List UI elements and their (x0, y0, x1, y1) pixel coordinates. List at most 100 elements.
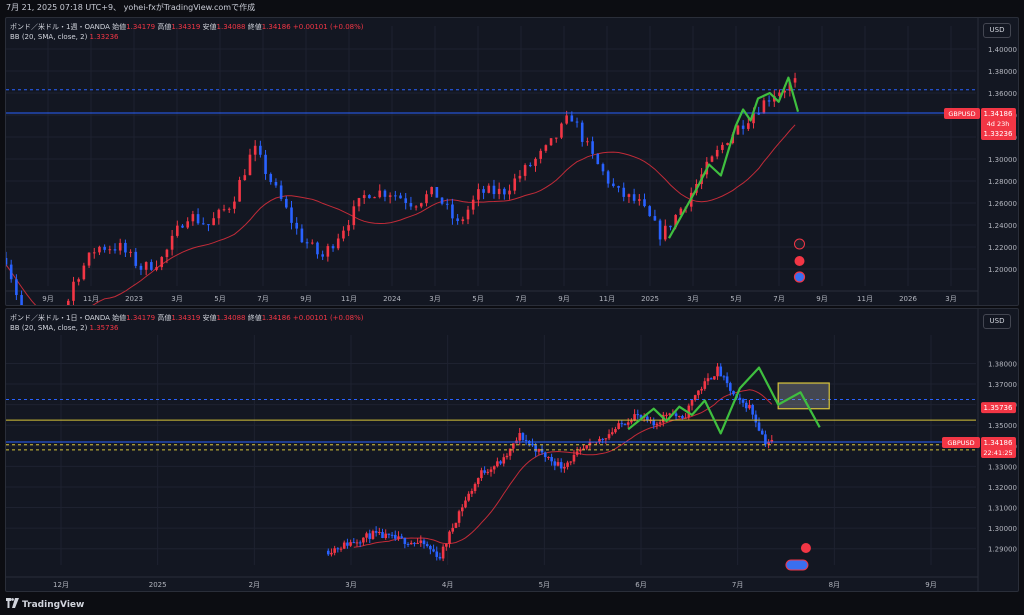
candle-body (419, 540, 423, 543)
candle-body (693, 395, 697, 400)
x-tick-label: 5月 (539, 581, 550, 589)
candle-body (331, 246, 335, 249)
y-tick-label: 1.38000 (988, 360, 1017, 368)
candle-body (565, 115, 568, 124)
candle-body (355, 542, 359, 544)
candle-body (627, 194, 631, 197)
daily-chart-pane[interactable]: 1.380001.370001.360001.350001.340001.330… (5, 308, 1019, 592)
candle-body (66, 300, 70, 305)
candle-body (668, 413, 671, 415)
candle-body (518, 433, 522, 441)
candle-body (144, 262, 148, 270)
x-tick-label: 2025 (641, 295, 659, 303)
x-tick-label: 2024 (383, 295, 401, 303)
candle-body (390, 534, 394, 536)
weekly-chart-canvas[interactable]: 1.400001.380001.360001.340001.320001.300… (6, 18, 1018, 305)
candle-body (684, 417, 687, 419)
weekly-chart-pane[interactable]: 1.400001.380001.360001.340001.320001.300… (5, 17, 1019, 306)
candle-body (582, 448, 585, 450)
x-tick-label: 9月 (558, 295, 569, 303)
candle-body (626, 422, 630, 425)
candle-body (681, 416, 684, 419)
candle-body (760, 430, 764, 435)
candle-body (502, 457, 506, 464)
candle-body (448, 531, 451, 544)
currency-button[interactable]: USD (983, 314, 1011, 329)
candle-body (549, 138, 553, 146)
candle-body (764, 434, 767, 445)
candle-body (649, 420, 652, 422)
candle-body (513, 178, 517, 191)
candle-body (537, 448, 541, 452)
candle-body (285, 198, 288, 208)
candle-body (601, 438, 604, 440)
candle-body (165, 249, 169, 258)
candle-body (778, 92, 781, 96)
candle-body (9, 264, 13, 280)
candle-body (425, 194, 428, 204)
price-tag-bg (981, 436, 1016, 458)
candle-body (663, 225, 667, 240)
candle-body (521, 433, 525, 440)
candle-body (435, 186, 439, 198)
x-tick-label: 9月 (816, 295, 827, 303)
top-header: 7月 21, 2025 07:18 UTC+9、 yohei-fxがTradin… (0, 0, 1024, 16)
candle-body (150, 262, 153, 270)
candle-body (612, 183, 615, 187)
countdown-tag: 4d 23h (987, 120, 1010, 128)
candle-body (378, 531, 381, 533)
x-tick-label: 8月 (829, 581, 840, 589)
candle-body (569, 461, 573, 463)
candle-body (580, 122, 584, 142)
candle-body (470, 491, 474, 494)
symbol-title: ポンド／米ドル・1週・OANDA (10, 23, 110, 31)
candle-body (754, 414, 758, 423)
indicator-legend[interactable]: BB (20, SMA, close, 2) 1.35736 (10, 324, 119, 332)
candle-body (274, 181, 278, 186)
candle-body (409, 542, 413, 545)
candle-body (489, 469, 493, 472)
candle-body (440, 197, 444, 204)
candle-body (279, 185, 283, 199)
ohlc-legend: ポンド／米ドル・1日・OANDA 始値1.34179 高値1.34319 安値1… (10, 314, 364, 322)
candle-body (394, 195, 397, 197)
indicator-name: BB (20, SMA, close, 2) (10, 33, 88, 41)
candle-body (346, 542, 349, 546)
candle-body (757, 113, 761, 115)
candle-body (409, 203, 413, 207)
indicator-legend[interactable]: BB (20, SMA, close, 2) 1.33236 (10, 33, 119, 41)
candle-body (534, 445, 537, 452)
candle-body (492, 466, 496, 470)
x-tick-label: 7月 (515, 295, 526, 303)
candle-body (422, 540, 426, 545)
candle-body (531, 443, 534, 446)
candle-body (748, 404, 751, 409)
candle-body (466, 209, 470, 220)
candle-body (793, 78, 797, 83)
candle-body (547, 457, 550, 459)
bb-tag-bg (981, 402, 1016, 414)
price-tag: 1.34186 (984, 439, 1013, 447)
price-tag: 1.34186 (984, 110, 1013, 118)
symbol-tag-bg (942, 436, 980, 448)
candle-body (638, 199, 641, 201)
x-tick-label: 3月 (345, 581, 356, 589)
candle-body (523, 165, 527, 176)
candle-body (406, 543, 410, 545)
candle-body (715, 149, 719, 157)
candle-body (103, 246, 106, 250)
y-tick-label: 1.22000 (988, 244, 1017, 252)
candle-body (404, 198, 408, 204)
candle-body (238, 180, 241, 202)
candle-body (6, 258, 8, 265)
candle-body (326, 246, 330, 257)
candle-body (591, 141, 594, 154)
candle-body (196, 214, 200, 224)
tradingview-logo-icon (6, 598, 19, 608)
candle-body (342, 230, 345, 239)
candle-body (559, 462, 563, 469)
currency-button[interactable]: USD (983, 23, 1011, 38)
tradingview-logo[interactable]: TradingView (6, 598, 84, 610)
daily-chart-canvas[interactable]: 1.380001.370001.360001.350001.340001.330… (6, 309, 1018, 591)
candle-body (155, 267, 158, 270)
